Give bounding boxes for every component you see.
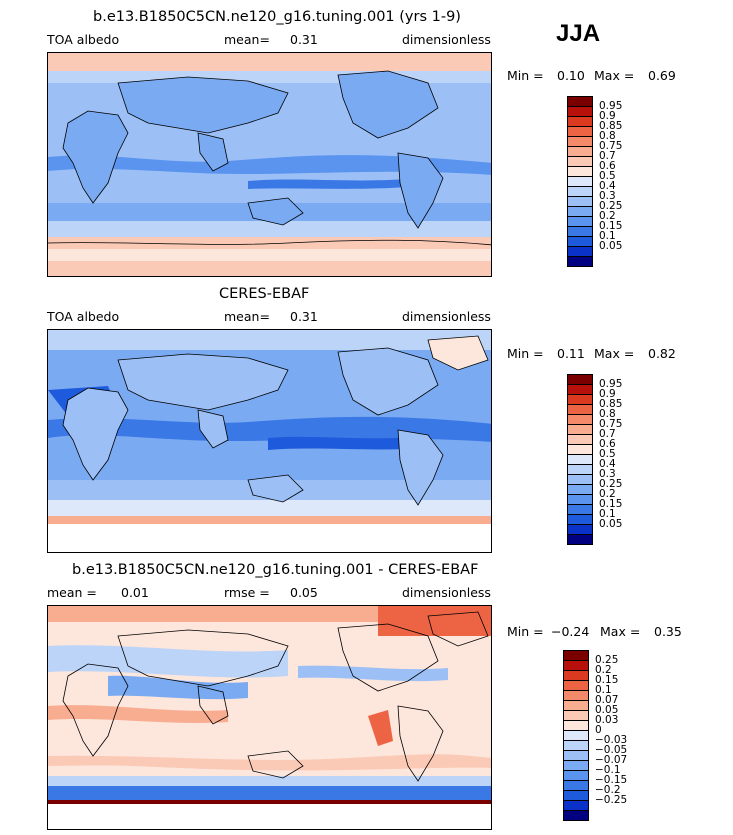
- panel-obs-max-value: 0.82: [648, 346, 676, 361]
- colorbar-tick-label: 0.6: [599, 438, 616, 450]
- panel-model-units: dimensionless: [402, 32, 491, 47]
- colorbar-tick-label: 0.3: [599, 190, 616, 202]
- colorbar-tick-label: 0.2: [599, 488, 616, 500]
- colorbar-tick-label: 0.8: [599, 130, 616, 142]
- panel-obs-title: CERES-EBAF: [219, 286, 310, 302]
- colorbar-tick-label: 0.75: [599, 140, 623, 152]
- colorbar-tick-label: 0.7: [599, 428, 616, 440]
- panel-obs-map: [47, 329, 492, 553]
- panel-model-map: [47, 52, 492, 277]
- colorbar-tick-label: 0.9: [599, 110, 616, 122]
- colorbar-tick-label: 0.7: [599, 150, 616, 162]
- colorbar-tick-label: 0.8: [599, 408, 616, 420]
- panel-obs-max-label: Max =: [594, 346, 635, 361]
- colorbar-tick-label: 0.15: [599, 220, 623, 232]
- panel-diff-max-label: Max =: [600, 624, 641, 639]
- panel-diff-colorbar: 0.25 0.2 0.15 0.1 0.07 0.05 0.03 0 −0.03…: [563, 650, 663, 826]
- panel-diff-mean-value: 0.01: [121, 585, 149, 600]
- panel-obs-mean-value: 0.31: [290, 309, 318, 324]
- panel-obs-min-label: Min =: [507, 346, 544, 361]
- panel-diff-mean-label: mean =: [47, 585, 97, 600]
- colorbar-tick-label: 0.95: [599, 378, 623, 390]
- colorbar-tick-label: −0.1: [595, 764, 621, 776]
- panel-diff-title: b.e13.B1850C5CN.ne120_g16.tuning.001 - C…: [72, 562, 479, 578]
- panel-model-min-label: Min =: [507, 68, 544, 83]
- panel-model-title: b.e13.B1850C5CN.ne120_g16.tuning.001 (yr…: [93, 9, 461, 25]
- panel-diff-rmse-label: rmse =: [224, 585, 270, 600]
- panel-model-variable: TOA albedo: [47, 32, 120, 47]
- colorbar-tick-label: −0.25: [595, 794, 628, 806]
- panel-model-mean-label: mean=: [224, 32, 270, 47]
- season-label: JJA: [556, 20, 601, 47]
- colorbar-tick-label: 0.03: [595, 714, 619, 726]
- panel-diff-rmse-value: 0.05: [290, 585, 318, 600]
- colorbar-tick-label: 0: [595, 724, 602, 736]
- colorbar-tick-label: 0.5: [599, 170, 616, 182]
- panel-obs-variable: TOA albedo: [47, 309, 120, 324]
- colorbar-tick-label: 0.15: [599, 498, 623, 510]
- colorbar-swatch: [563, 810, 589, 821]
- colorbar-tick-label: 0.05: [599, 518, 623, 530]
- panel-diff-units: dimensionless: [402, 585, 491, 600]
- colorbar-swatch: [567, 256, 593, 267]
- colorbar-tick-label: 0.5: [599, 448, 616, 460]
- colorbar-swatch: [567, 534, 593, 545]
- colorbar-tick-label: −0.07: [595, 754, 628, 766]
- panel-model-colorbar: 0.95 0.9 0.85 0.8 0.75 0.7 0.6 0.5 0.4 0…: [567, 96, 657, 272]
- colorbar-tick-label: 0.1: [599, 508, 616, 520]
- panel-obs-min-value: 0.11: [557, 346, 585, 361]
- colorbar-tick-label: 0.3: [599, 468, 616, 480]
- colorbar-tick-label: 0.6: [599, 160, 616, 172]
- colorbar-tick-label: 0.85: [599, 398, 623, 410]
- colorbar-tick-label: 0.2: [595, 664, 612, 676]
- colorbar-tick-label: 0.4: [599, 180, 616, 192]
- panel-diff-min-value: −0.24: [551, 624, 590, 639]
- colorbar-tick-label: 0.95: [599, 100, 623, 112]
- panel-model-max-value: 0.69: [648, 68, 676, 83]
- colorbar-tick-label: 0.75: [599, 418, 623, 430]
- colorbar-tick-label: −0.2: [595, 784, 621, 796]
- colorbar-tick-label: −0.15: [595, 774, 628, 786]
- panel-obs-units: dimensionless: [402, 309, 491, 324]
- colorbar-tick-label: 0.25: [599, 200, 623, 212]
- panel-diff-map: [47, 605, 492, 830]
- colorbar-tick-label: −0.05: [595, 744, 628, 756]
- panel-diff-max-value: 0.35: [654, 624, 682, 639]
- colorbar-tick-label: 0.4: [599, 458, 616, 470]
- panel-diff-min-label: Min =: [507, 624, 544, 639]
- colorbar-tick-label: 0.85: [599, 120, 623, 132]
- colorbar-tick-label: 0.2: [599, 210, 616, 222]
- colorbar-tick-label: 0.25: [595, 654, 619, 666]
- colorbar-tick-label: 0.05: [595, 704, 619, 716]
- colorbar-tick-label: 0.9: [599, 388, 616, 400]
- colorbar-tick-label: 0.05: [599, 240, 623, 252]
- colorbar-tick-label: 0.1: [595, 684, 612, 696]
- panel-obs-colorbar: 0.95 0.9 0.85 0.8 0.75 0.7 0.6 0.5 0.4 0…: [567, 374, 657, 550]
- panel-model-max-label: Max =: [594, 68, 635, 83]
- panel-model-min-value: 0.10: [557, 68, 585, 83]
- colorbar-tick-label: 0.15: [595, 674, 619, 686]
- colorbar-tick-label: −0.03: [595, 734, 628, 746]
- colorbar-tick-label: 0.25: [599, 478, 623, 490]
- colorbar-tick-label: 0.1: [599, 230, 616, 242]
- panel-model-mean-value: 0.31: [290, 32, 318, 47]
- colorbar-tick-label: 0.07: [595, 694, 619, 706]
- panel-obs-mean-label: mean=: [224, 309, 270, 324]
